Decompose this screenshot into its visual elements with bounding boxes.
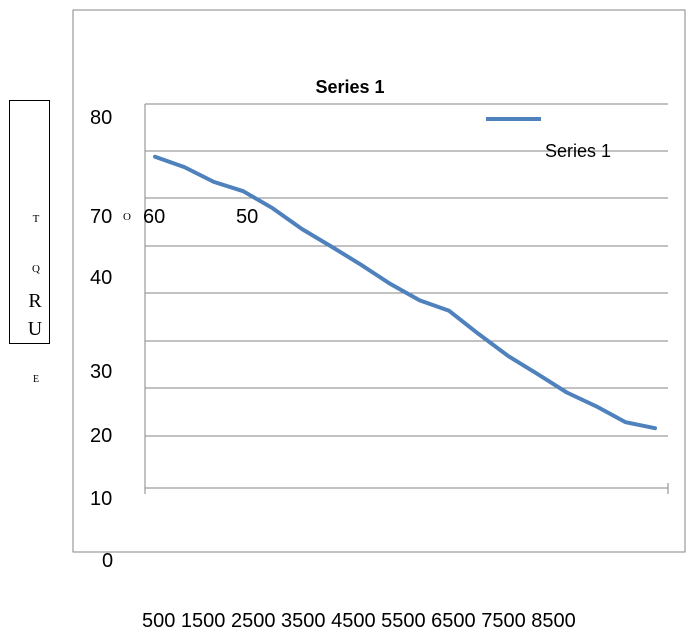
y-label-letter: O [123,211,131,223]
y-tick-label: 40 [90,267,112,289]
chart-title: Series 1 [315,77,384,97]
y-label-letter: T [32,213,40,225]
gridlines [145,103,668,437]
y-label-letter: R [28,290,42,312]
series-1-line [153,154,657,431]
y-tick-label: 80 [90,107,112,129]
y-tick-label: 10 [90,488,112,510]
y-axis-label-box [9,100,50,344]
chart-area-border [72,9,686,553]
y-tick-label: 20 [90,425,112,447]
plot-label: 50 [236,206,258,228]
y-label-letter: U [27,318,43,340]
y-tick-label: 70 [90,206,112,228]
x-tick-labels: 500 1500 2500 3500 4500 5500 6500 7500 8… [142,610,576,632]
y-tick-label: 30 [90,361,112,383]
y-label-letter: E [26,374,46,385]
y-label-letter: Q [32,263,40,275]
y-tick-label: 0 [102,550,113,572]
plot-label: 60 [143,206,165,228]
legend-label: Series 1 [545,141,611,161]
